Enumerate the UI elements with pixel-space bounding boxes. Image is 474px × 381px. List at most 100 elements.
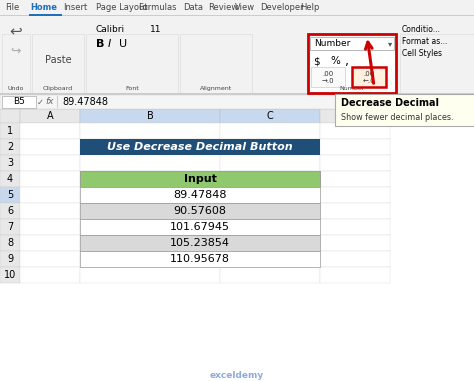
Text: Number: Number xyxy=(339,86,365,91)
Bar xyxy=(80,139,220,155)
Bar xyxy=(180,34,252,93)
Bar xyxy=(0,15,474,16)
Bar xyxy=(352,67,386,87)
Text: Formulas: Formulas xyxy=(138,3,176,13)
Text: ,: , xyxy=(345,54,349,67)
Text: I: I xyxy=(108,39,111,49)
Text: $: $ xyxy=(313,56,319,66)
Bar xyxy=(80,139,320,155)
Bar xyxy=(80,171,220,187)
Text: exceldemy: exceldemy xyxy=(210,370,264,379)
Bar xyxy=(0,235,20,251)
Bar xyxy=(0,0,474,16)
Bar xyxy=(0,109,474,381)
Text: .00: .00 xyxy=(322,71,334,77)
Text: B: B xyxy=(146,111,154,121)
FancyArrowPatch shape xyxy=(365,42,374,83)
Bar xyxy=(220,123,320,139)
Bar xyxy=(20,187,80,203)
Bar xyxy=(80,219,320,235)
Bar xyxy=(0,93,474,95)
Bar xyxy=(80,171,320,187)
Bar xyxy=(0,251,20,267)
Text: Help: Help xyxy=(300,3,319,13)
Bar xyxy=(220,235,320,251)
Bar xyxy=(220,171,320,187)
Bar xyxy=(20,235,80,251)
Text: Review: Review xyxy=(208,3,238,13)
Bar xyxy=(320,235,390,251)
Text: Conditio...: Conditio... xyxy=(402,26,441,35)
Bar xyxy=(80,235,320,251)
Bar xyxy=(400,34,474,93)
Bar xyxy=(80,219,220,235)
Bar xyxy=(220,203,320,219)
Bar xyxy=(57,96,58,108)
Bar xyxy=(20,267,80,283)
Text: A: A xyxy=(46,111,53,121)
Text: Undo: Undo xyxy=(8,86,24,91)
Text: Home: Home xyxy=(30,3,57,13)
Text: 4: 4 xyxy=(7,174,13,184)
Text: 11: 11 xyxy=(150,26,162,35)
Bar xyxy=(220,267,320,283)
Text: Cell Styles: Cell Styles xyxy=(402,50,442,59)
Text: 10: 10 xyxy=(4,270,16,280)
Text: File: File xyxy=(5,3,19,13)
Bar xyxy=(220,219,320,235)
Bar xyxy=(320,109,390,123)
Bar xyxy=(0,219,20,235)
Bar xyxy=(0,139,20,155)
Text: ↪: ↪ xyxy=(11,45,21,58)
Bar xyxy=(320,267,390,283)
Bar xyxy=(32,34,84,93)
Bar xyxy=(220,109,320,123)
Text: 9: 9 xyxy=(7,254,13,264)
Text: →.0: →.0 xyxy=(322,78,334,84)
Bar xyxy=(80,267,220,283)
Bar xyxy=(0,95,474,109)
Bar xyxy=(80,203,220,219)
Text: fx: fx xyxy=(46,98,54,107)
Bar xyxy=(320,203,390,219)
Bar xyxy=(320,171,390,187)
Bar xyxy=(0,109,474,123)
Text: ✓: ✓ xyxy=(36,98,44,107)
Bar xyxy=(320,123,390,139)
Text: D: D xyxy=(351,111,359,121)
Text: Format as...: Format as... xyxy=(402,37,447,46)
Text: Calibri: Calibri xyxy=(96,26,125,35)
Bar xyxy=(320,219,390,235)
Text: 110.95678: 110.95678 xyxy=(170,254,230,264)
Bar xyxy=(220,139,320,155)
Text: Data: Data xyxy=(183,3,203,13)
Text: 90.57608: 90.57608 xyxy=(173,206,227,216)
Bar xyxy=(80,123,220,139)
Bar xyxy=(0,0,474,130)
Bar xyxy=(2,34,30,93)
Text: Alignment: Alignment xyxy=(200,86,232,91)
Text: %: % xyxy=(330,56,340,66)
Bar xyxy=(80,235,220,251)
Bar xyxy=(80,251,220,267)
Bar xyxy=(80,155,220,171)
Text: Input: Input xyxy=(183,174,217,184)
Bar xyxy=(80,203,320,219)
Bar xyxy=(20,155,80,171)
Bar xyxy=(20,171,80,187)
Bar xyxy=(2,96,36,108)
Text: .00: .00 xyxy=(364,71,374,77)
Bar xyxy=(320,155,390,171)
Text: Number: Number xyxy=(314,40,350,48)
Bar xyxy=(220,251,320,267)
Bar xyxy=(29,14,62,16)
Text: Font: Font xyxy=(125,86,139,91)
Bar xyxy=(20,251,80,267)
Bar xyxy=(220,155,320,171)
Text: 7: 7 xyxy=(7,222,13,232)
Text: B: B xyxy=(96,39,104,49)
Text: Show fewer decimal places.: Show fewer decimal places. xyxy=(341,112,454,122)
Bar xyxy=(0,155,20,171)
Text: ←.0: ←.0 xyxy=(363,78,375,84)
Bar xyxy=(320,187,390,203)
